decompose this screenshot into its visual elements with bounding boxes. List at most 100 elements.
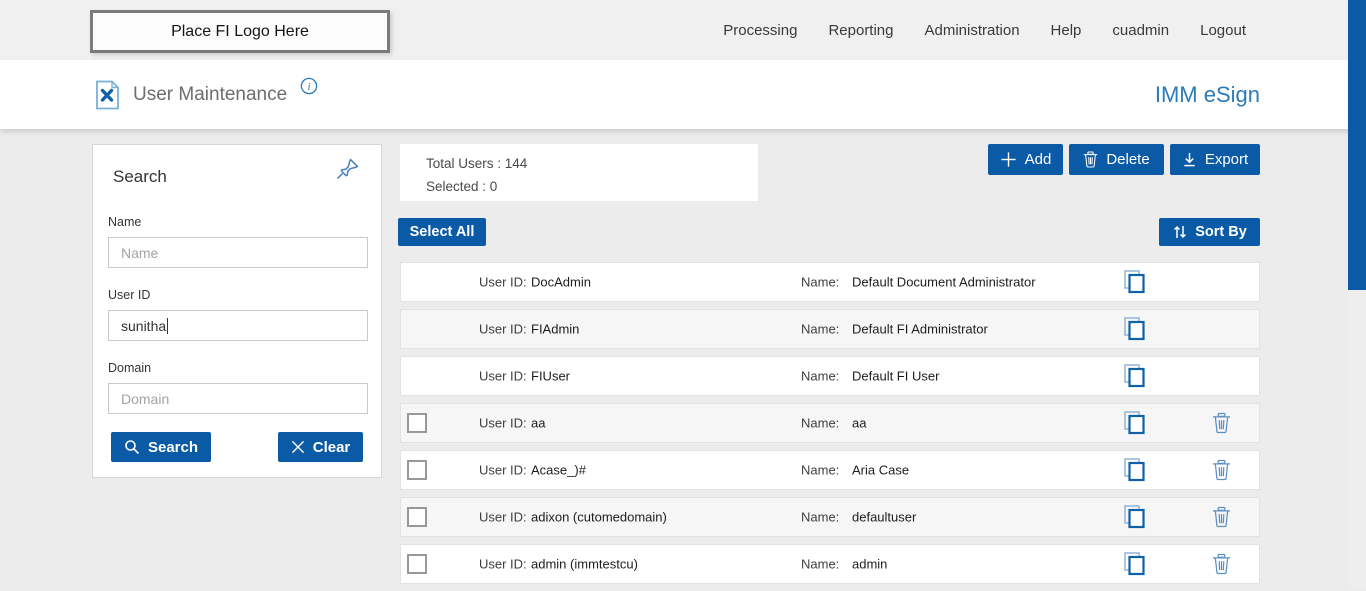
fi-logo-placeholder: Place FI Logo Here bbox=[90, 10, 390, 53]
select-all-label: Select All bbox=[410, 224, 475, 240]
user-id-label: User ID: bbox=[479, 322, 527, 337]
delete-button-label: Delete bbox=[1106, 151, 1149, 168]
search-button-label: Search bbox=[148, 439, 198, 456]
user-id-input-value: sunitha bbox=[121, 318, 166, 334]
delete-user-icon[interactable] bbox=[1212, 413, 1231, 434]
pushpin-icon[interactable] bbox=[335, 156, 361, 187]
user-id-field-label: User ID bbox=[108, 288, 150, 302]
name-label: Name: bbox=[801, 416, 839, 431]
text-caret bbox=[167, 318, 168, 334]
nav-reporting[interactable]: Reporting bbox=[828, 22, 893, 39]
table-row: User ID: FIUser Name: Default FI User bbox=[400, 356, 1260, 396]
export-button-label: Export bbox=[1205, 151, 1248, 168]
nav-logout[interactable]: Logout bbox=[1200, 22, 1246, 39]
clear-x-icon bbox=[291, 440, 305, 454]
user-id-label: User ID: bbox=[479, 463, 527, 478]
copy-user-icon[interactable] bbox=[1123, 269, 1147, 295]
domain-field-label: Domain bbox=[108, 361, 151, 375]
page-header: User Maintenance i IMM eSign bbox=[0, 60, 1366, 129]
name-value: defaultuser bbox=[852, 510, 916, 525]
page-header-left: User Maintenance i bbox=[95, 60, 318, 129]
download-icon bbox=[1182, 152, 1197, 167]
user-id-value: aa bbox=[531, 416, 545, 431]
user-id-value: adixon (cutomedomain) bbox=[531, 510, 667, 525]
total-users-text: Total Users : 144 bbox=[426, 152, 758, 175]
document-x-icon bbox=[95, 80, 120, 110]
name-input-placeholder: Name bbox=[121, 245, 158, 261]
user-id-label: User ID: bbox=[479, 275, 527, 290]
domain-input[interactable]: Domain bbox=[108, 383, 368, 414]
user-list: User ID: DocAdmin Name: Default Document… bbox=[400, 262, 1260, 591]
user-id-value: FIAdmin bbox=[531, 322, 579, 337]
summary-box: Total Users : 144 Selected : 0 bbox=[400, 144, 758, 201]
svg-text:i: i bbox=[308, 81, 311, 93]
nav-processing[interactable]: Processing bbox=[723, 22, 797, 39]
name-value: admin bbox=[852, 557, 887, 572]
user-id-label: User ID: bbox=[479, 369, 527, 384]
user-id-value: admin (immtestcu) bbox=[531, 557, 638, 572]
name-label: Name: bbox=[801, 463, 839, 478]
name-label: Name: bbox=[801, 557, 839, 572]
sort-by-button[interactable]: Sort By bbox=[1159, 218, 1260, 246]
name-label: Name: bbox=[801, 322, 839, 337]
row-checkbox[interactable] bbox=[407, 554, 427, 574]
add-button-label: Add bbox=[1025, 151, 1052, 168]
copy-user-icon[interactable] bbox=[1123, 316, 1147, 342]
copy-user-icon[interactable] bbox=[1123, 551, 1147, 577]
copy-user-icon[interactable] bbox=[1123, 457, 1147, 483]
delete-button[interactable]: Delete bbox=[1069, 144, 1164, 175]
page-title: User Maintenance bbox=[133, 84, 287, 106]
clear-button-label: Clear bbox=[313, 439, 351, 456]
table-row: User ID: DocAdmin Name: Default Document… bbox=[400, 262, 1260, 302]
table-row: User ID: adixon (cutomedomain) Name: def… bbox=[400, 497, 1260, 537]
copy-user-icon[interactable] bbox=[1123, 363, 1147, 389]
fi-logo-text: Place FI Logo Here bbox=[171, 23, 309, 41]
row-checkbox[interactable] bbox=[407, 507, 427, 527]
name-value: Default FI Administrator bbox=[852, 322, 988, 337]
search-icon bbox=[124, 439, 140, 455]
delete-user-icon[interactable] bbox=[1212, 507, 1231, 528]
table-row: User ID: FIAdmin Name: Default FI Admini… bbox=[400, 309, 1260, 349]
name-label: Name: bbox=[801, 510, 839, 525]
name-value: Default Document Administrator bbox=[852, 275, 1036, 290]
name-value: aa bbox=[852, 416, 866, 431]
plus-icon bbox=[1000, 151, 1017, 168]
search-panel: Search Name Name User ID sunitha Domain … bbox=[92, 144, 382, 478]
topbar: Place FI Logo Here Processing Reporting … bbox=[0, 0, 1366, 60]
search-button[interactable]: Search bbox=[111, 432, 211, 462]
name-value: Aria Case bbox=[852, 463, 909, 478]
name-label: Name: bbox=[801, 275, 839, 290]
name-field-label: Name bbox=[108, 215, 141, 229]
info-icon[interactable]: i bbox=[300, 77, 318, 95]
sort-arrows-icon bbox=[1172, 224, 1188, 240]
delete-user-icon[interactable] bbox=[1212, 554, 1231, 575]
copy-user-icon[interactable] bbox=[1123, 504, 1147, 530]
row-checkbox[interactable] bbox=[407, 460, 427, 480]
user-id-label: User ID: bbox=[479, 510, 527, 525]
user-id-value: Acase_)# bbox=[531, 463, 586, 478]
nav-help[interactable]: Help bbox=[1051, 22, 1082, 39]
user-id-value: FIUser bbox=[531, 369, 570, 384]
name-value: Default FI User bbox=[852, 369, 939, 384]
scrollbar-track[interactable] bbox=[1348, 0, 1366, 589]
top-navigation: Processing Reporting Administration Help… bbox=[723, 0, 1246, 60]
export-button[interactable]: Export bbox=[1170, 144, 1260, 175]
select-all-button[interactable]: Select All bbox=[398, 218, 486, 246]
add-button[interactable]: Add bbox=[988, 144, 1063, 175]
user-id-value: DocAdmin bbox=[531, 275, 591, 290]
delete-user-icon[interactable] bbox=[1212, 460, 1231, 481]
nav-cuadmin[interactable]: cuadmin bbox=[1112, 22, 1169, 39]
sort-by-label: Sort By bbox=[1195, 224, 1247, 240]
scrollbar-thumb[interactable] bbox=[1348, 0, 1366, 290]
domain-input-placeholder: Domain bbox=[121, 391, 169, 407]
table-row: User ID: Acase_)# Name: Aria Case bbox=[400, 450, 1260, 490]
name-label: Name: bbox=[801, 369, 839, 384]
row-checkbox[interactable] bbox=[407, 413, 427, 433]
user-id-input[interactable]: sunitha bbox=[108, 310, 368, 341]
clear-button[interactable]: Clear bbox=[278, 432, 363, 462]
name-input[interactable]: Name bbox=[108, 237, 368, 268]
table-row: User ID: aa Name: aa bbox=[400, 403, 1260, 443]
user-id-label: User ID: bbox=[479, 416, 527, 431]
nav-administration[interactable]: Administration bbox=[925, 22, 1020, 39]
copy-user-icon[interactable] bbox=[1123, 410, 1147, 436]
